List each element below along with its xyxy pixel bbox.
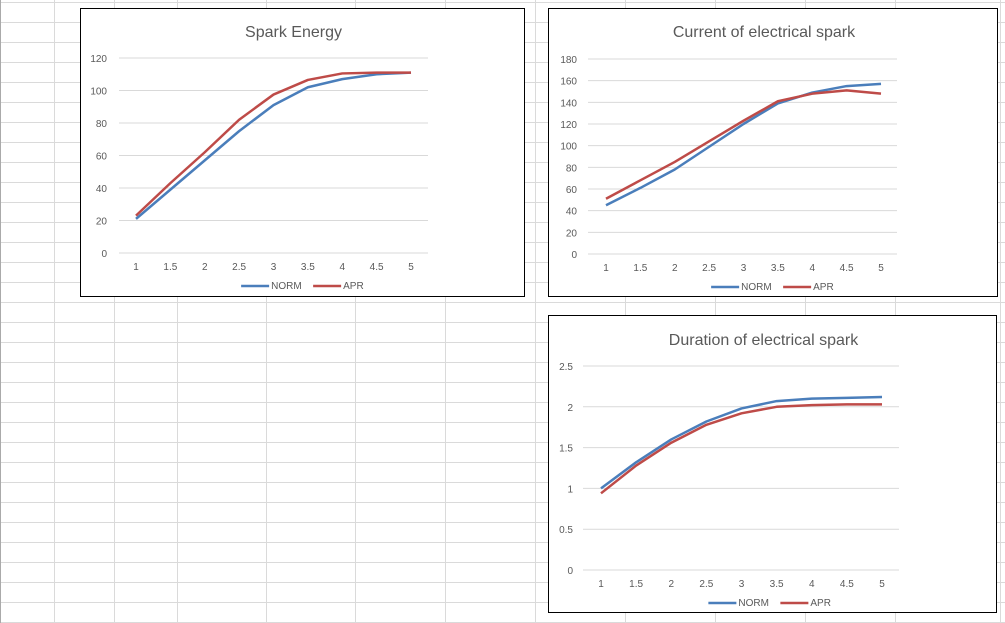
y-tick-label: 80 bbox=[566, 163, 578, 174]
chart-svg: Current of electrical spark 0 20 40 60 80 100 1… bbox=[560, 24, 897, 293]
series-line-norm bbox=[605, 82, 882, 207]
x-tick-label: 1.5 bbox=[629, 579, 643, 590]
grid-column-line bbox=[114, 0, 115, 623]
legend-label-apr: APR bbox=[343, 281, 364, 292]
y-tick-label: 120 bbox=[560, 120, 577, 131]
x-tick-label: 3 bbox=[271, 262, 277, 273]
legend-label-apr: APR bbox=[813, 282, 834, 293]
x-tick-label: 3 bbox=[739, 579, 745, 590]
x-tick-label: 1 bbox=[133, 262, 139, 273]
x-tick-label: 3.5 bbox=[770, 579, 784, 590]
y-tick-label: 40 bbox=[566, 207, 578, 218]
series-line-norm bbox=[135, 71, 412, 220]
grid-column-line bbox=[54, 0, 55, 623]
y-tick-label: 160 bbox=[560, 77, 577, 88]
y-tick-label: 2 bbox=[567, 403, 573, 414]
series-line-apr bbox=[135, 71, 411, 217]
y-tick-label: 0 bbox=[571, 250, 577, 261]
x-tick-label: 1.5 bbox=[633, 263, 647, 274]
y-tick-label: 120 bbox=[90, 54, 107, 65]
x-tick-label: 3.5 bbox=[771, 263, 785, 274]
x-tick-label: 1.5 bbox=[163, 262, 177, 273]
chart-svg: Spark Energy 0 20 40 60 80 100 120 1 1.5 2 2.5 3 3.5 4… bbox=[90, 24, 428, 292]
y-tick-label: 140 bbox=[560, 98, 577, 109]
x-tick-label: 5 bbox=[879, 579, 885, 590]
legend-label-norm: NORM bbox=[741, 282, 772, 293]
grid-column-line bbox=[805, 0, 806, 623]
x-tick-label: 2.5 bbox=[702, 263, 716, 274]
legend-label-norm: NORM bbox=[271, 281, 302, 292]
y-tick-label: 60 bbox=[566, 185, 578, 196]
grid-column-line bbox=[895, 0, 896, 623]
x-tick-label: 2.5 bbox=[232, 262, 246, 273]
series-line-apr bbox=[600, 403, 882, 495]
series-line-apr bbox=[605, 89, 882, 200]
x-tick-label: 4.5 bbox=[840, 263, 854, 274]
chart-svg: Duration of electrical spark 0 0.5 1 1.5 2 2.5… bbox=[559, 332, 899, 609]
y-tick-label: 100 bbox=[90, 87, 107, 98]
grid-column-line bbox=[355, 0, 356, 623]
grid-column-line bbox=[535, 0, 536, 623]
y-tick-label: 1.5 bbox=[559, 444, 573, 455]
y-tick-label: 0.5 bbox=[559, 525, 573, 536]
chart-title: Duration of electrical spark bbox=[669, 332, 859, 349]
grid-column-line bbox=[0, 0, 1, 623]
grid-column-line bbox=[1000, 0, 1001, 623]
chart-spark-energy[interactable]: Spark Energy 0 20 40 60 80 100 120 1 1.5 2 2.5 3 3.5 4… bbox=[80, 8, 525, 297]
y-tick-label: 60 bbox=[96, 152, 108, 163]
series-line-norm bbox=[600, 395, 883, 490]
x-tick-label: 4.5 bbox=[840, 579, 854, 590]
x-tick-label: 4 bbox=[809, 579, 815, 590]
x-tick-label: 3.5 bbox=[301, 262, 315, 273]
x-tick-label: 5 bbox=[408, 262, 414, 273]
x-tick-label: 2.5 bbox=[699, 579, 713, 590]
x-tick-label: 1 bbox=[603, 263, 609, 274]
grid-column-line bbox=[625, 0, 626, 623]
y-tick-label: 0 bbox=[567, 566, 573, 577]
chart-duration-of-electrical-spark[interactable]: Duration of electrical spark 0 0.5 1 1.5 2 2.5… bbox=[548, 315, 997, 613]
x-tick-label: 5 bbox=[878, 263, 884, 274]
chart-current-of-electrical-spark[interactable]: Current of electrical spark 0 20 40 60 80 100 1… bbox=[548, 8, 998, 297]
x-tick-label: 3 bbox=[741, 263, 747, 274]
grid-column-line bbox=[715, 0, 716, 623]
x-tick-label: 1 bbox=[598, 579, 604, 590]
x-tick-label: 2 bbox=[668, 579, 674, 590]
grid-column-line bbox=[177, 0, 178, 623]
y-tick-label: 1 bbox=[567, 484, 573, 495]
x-tick-label: 4.5 bbox=[370, 262, 384, 273]
x-tick-label: 4 bbox=[339, 262, 345, 273]
y-tick-label: 80 bbox=[96, 119, 108, 130]
legend-label-apr: APR bbox=[810, 598, 831, 609]
legend-label-norm: NORM bbox=[738, 598, 769, 609]
y-tick-label: 180 bbox=[560, 55, 577, 66]
x-tick-label: 2 bbox=[672, 263, 678, 274]
grid-column-line bbox=[445, 0, 446, 623]
grid-column-line bbox=[266, 0, 267, 623]
y-tick-label: 40 bbox=[96, 184, 108, 195]
y-tick-label: 20 bbox=[96, 217, 108, 228]
y-tick-label: 20 bbox=[566, 228, 578, 239]
y-tick-label: 2.5 bbox=[559, 362, 573, 373]
chart-title: Spark Energy bbox=[245, 24, 342, 41]
chart-title: Current of electrical spark bbox=[673, 24, 856, 41]
y-tick-label: 100 bbox=[560, 142, 577, 153]
y-tick-label: 0 bbox=[101, 249, 107, 260]
x-tick-label: 4 bbox=[809, 263, 815, 274]
x-tick-label: 2 bbox=[202, 262, 208, 273]
